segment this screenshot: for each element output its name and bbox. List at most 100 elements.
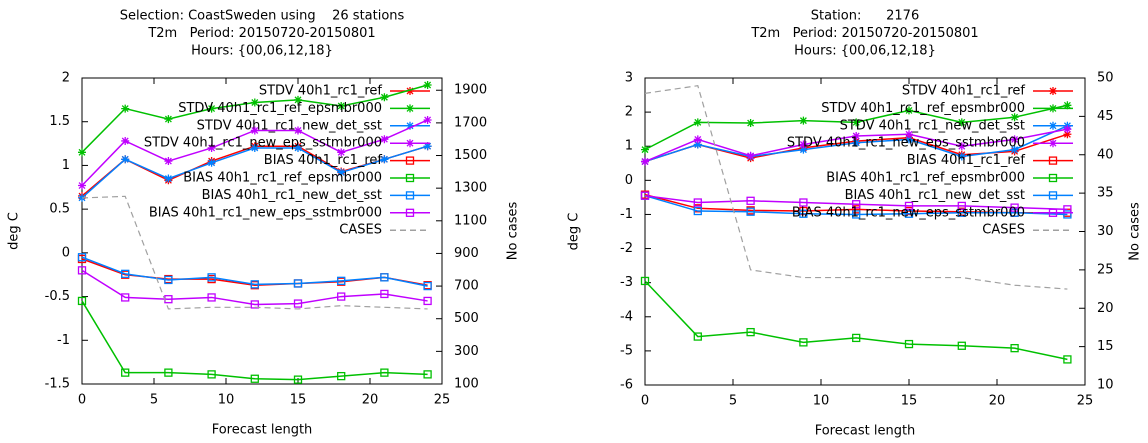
legend-marker [1048,156,1058,165]
data-point [852,138,861,147]
legend-marker [405,173,415,183]
data-point [1010,135,1019,144]
y-tick-label: 2 [62,71,70,86]
data-point [799,209,808,218]
x-axis-label: Forecast length [212,423,313,438]
data-point [640,191,650,200]
data-point [164,368,173,377]
legend-label: STDV 40h1_rc1_new_det_sst [840,118,1025,133]
chart-title: Station: 2176 [811,9,919,24]
data-point [121,368,130,377]
data-point [423,281,432,291]
legend-label: BIAS 40h1_rc1_new_det_sst [845,188,1025,203]
data-point [693,332,702,341]
data-point [293,299,303,308]
legend-marker [406,104,414,113]
data-point [852,118,861,127]
data-point [337,371,346,381]
data-point [957,142,966,151]
legend-label: CASES [339,223,382,238]
data-point [852,131,861,140]
data-point [746,119,755,128]
plot-frame [81,77,443,385]
data-point [799,198,808,207]
data-point [693,135,702,144]
data-point [78,181,86,190]
y-tick-label: -1 [57,333,70,348]
y-axis-label: deg C [7,212,22,250]
legend-marker [1048,173,1058,183]
legend-marker [406,121,414,130]
data-point [746,207,755,216]
series-line [81,300,428,381]
data-point [852,210,861,219]
legend-label: STDV 40h1_rc1_ref [902,84,1026,99]
y2-tick-label: 30 [1097,224,1114,239]
data-point [904,201,914,211]
data-point [78,148,86,157]
data-point [852,205,861,214]
series-line [644,194,1068,211]
x-tick-label: 10 [813,394,830,409]
data-point [641,157,649,166]
legend-marker [1049,121,1057,130]
data-point [1063,101,1072,110]
data-point [380,289,389,299]
y2-tick-label: 35 [1097,186,1114,201]
y-tick-label: -1 [620,207,633,222]
data-point [250,300,259,309]
x-tick-label: 0 [641,394,649,409]
data-point [164,157,173,166]
data-point [693,198,702,207]
legend-label: CASES [982,223,1025,238]
data-point [207,143,216,152]
data-point [746,327,755,337]
x-tick-label: 25 [434,393,451,408]
data-point [293,375,303,384]
y2-tick-label: 700 [454,279,479,294]
data-point [164,275,173,285]
series-line [644,194,1068,216]
data-point [640,276,650,286]
legend-label: STDV 40h1_rc1_new_eps_sstmbr000 [787,136,1025,151]
data-point [293,279,303,288]
y-tick-label: -6 [620,378,633,393]
data-point [423,370,432,379]
legend-marker [405,208,415,217]
data-point [121,155,130,164]
data-point [693,206,702,216]
legend-marker [1049,87,1057,95]
y2-tick-label: 40 [1097,147,1114,162]
legend-label: STDV 40h1_rc1_new_eps_sstmbr000 [144,136,382,151]
x-tick-label: 15 [290,393,307,408]
y2-tick-label: 1100 [454,213,487,228]
data-point [207,104,216,113]
data-point [423,80,432,89]
y2-tick-label: 50 [1097,71,1114,86]
data-point [693,118,702,127]
data-point [121,293,130,302]
legend-marker [1048,208,1058,217]
data-point [250,280,259,289]
x-tick-label: 20 [989,394,1006,409]
legend-marker [1048,191,1058,200]
y-tick-label: -1.5 [45,377,70,392]
y2-tick-label: 15 [1097,339,1114,354]
data-point [250,126,259,135]
data-point [957,341,966,350]
data-point [1010,344,1019,353]
data-point [337,276,346,285]
chart-title: Hours: {00,06,12,18} [191,44,333,59]
y-tick-label: 0 [62,245,70,260]
legend-label: STDV 40h1_rc1_new_det_sst [197,118,382,133]
y-tick-label: -4 [620,309,633,324]
series-line [81,256,428,287]
legend-marker [406,139,414,148]
chart-title: T2m Period: 20150720-20150801 [147,26,375,41]
data-point [852,333,861,343]
data-point [207,370,216,379]
data-point [380,135,389,144]
data-point [799,116,808,125]
data-point [164,174,173,183]
